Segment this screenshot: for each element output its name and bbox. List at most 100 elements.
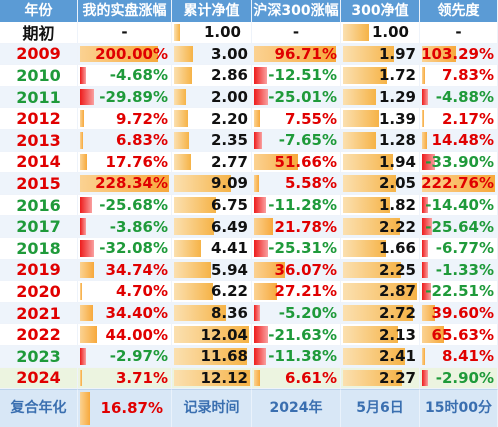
hsnav-value: 2.27 <box>378 368 416 387</box>
lead-value: 8.41% <box>441 347 494 366</box>
cell-year: 2019 <box>0 259 78 282</box>
nav-bar <box>174 175 231 192</box>
nav-bar <box>174 218 215 235</box>
hsnav-value: 1.28 <box>378 131 416 150</box>
my-value: 3.71% <box>115 368 168 387</box>
nav-value: 2.20 <box>210 109 248 128</box>
cell-my: -25.68% <box>78 194 172 217</box>
lead-value: 222.76% <box>421 174 494 193</box>
nav-bar <box>174 45 193 63</box>
nav-value: 12.12 <box>200 368 248 387</box>
lead-value: -4.88% <box>435 88 494 107</box>
nav-bar <box>174 348 247 365</box>
hs-bar-negative <box>254 348 266 365</box>
my-bar-negative <box>80 348 86 365</box>
cell-hsnav: 2.13 <box>341 324 420 346</box>
lead-bar-negative <box>422 261 428 279</box>
lead-bar-positive <box>422 132 427 149</box>
hsnav-value: 1.82 <box>378 196 416 215</box>
lead-bar-positive <box>422 110 424 127</box>
cell-hs: 7.55% <box>252 108 341 130</box>
cell-nav: 6.49 <box>172 216 252 238</box>
hs-value: 96.71% <box>274 44 337 63</box>
cell-year: 2009 <box>0 43 78 66</box>
hsnav-value: 1.39 <box>378 109 416 128</box>
my-bar-positive <box>80 45 159 63</box>
hsnav-value: 2.25 <box>378 260 416 279</box>
my-bar-negative <box>80 218 86 235</box>
cell-year: 2010 <box>0 65 78 87</box>
my-bar-positive <box>80 175 170 192</box>
cell-hsnav: 2.22 <box>341 216 420 238</box>
hs-value: -12.51% <box>268 66 337 85</box>
my-return-header: 我的实盘涨幅 <box>78 0 172 22</box>
lead-bar-negative <box>422 369 428 387</box>
hs-value: -7.65% <box>278 131 337 150</box>
my-nav-header: 累计净值 <box>172 0 252 22</box>
cell-nav: 5.94 <box>172 259 252 282</box>
cell-year: 期初 <box>0 22 78 44</box>
my-bar-positive <box>80 304 94 322</box>
nav-value: 2.00 <box>210 88 248 107</box>
my-value: 34.40% <box>105 304 168 323</box>
cell-nav: 9.09 <box>172 173 252 195</box>
lead-value: -33.90% <box>425 152 494 171</box>
cell-lead: 103.29% <box>420 43 498 66</box>
hs-value: 51.66% <box>274 152 337 171</box>
year-label: 2018 <box>16 238 61 258</box>
hsnav-value: 2.05 <box>378 174 416 193</box>
my-bar-positive <box>80 132 83 149</box>
cagr-bar <box>80 392 91 425</box>
cell-year: 2015 <box>0 173 78 195</box>
hsnav-bar <box>343 67 388 84</box>
my-value: 34.74% <box>105 260 168 279</box>
cell-hsnav: 1.94 <box>341 151 420 174</box>
lead-bar-negative <box>422 240 428 257</box>
cell-my: -3.86% <box>78 216 172 238</box>
hs-bar-positive <box>254 283 278 300</box>
cell-hs: 6.61% <box>252 367 341 390</box>
hs-value: 5.58% <box>284 174 337 193</box>
nav-value: 5.94 <box>210 260 248 279</box>
cell-lead: 14.48% <box>420 130 498 152</box>
cell-year: 2022 <box>0 324 78 346</box>
cell-hsnav: 1.00 <box>341 22 420 44</box>
nav-bar <box>174 132 189 149</box>
hs-bar-positive <box>254 45 337 63</box>
nav-value: 12.04 <box>200 325 248 344</box>
record-time: 15时00分 <box>420 389 498 427</box>
cell-year: 2020 <box>0 281 78 303</box>
my-bar-positive <box>80 283 82 300</box>
cell-hs: 96.71% <box>252 43 341 66</box>
lead-bar-positive <box>422 304 436 322</box>
year-label: 2010 <box>16 65 61 85</box>
year-header: 年份 <box>0 0 78 22</box>
hsnav-bar <box>343 132 377 149</box>
year-label: 2016 <box>16 195 61 215</box>
hs-value: - <box>292 23 300 42</box>
lead-value: -14.40% <box>425 196 494 215</box>
nav-bar <box>174 67 192 84</box>
cell-hs: -25.31% <box>252 238 341 260</box>
cell-lead: -33.90% <box>420 151 498 174</box>
nav-value: 11.68 <box>200 347 248 366</box>
nav-value: 8.36 <box>210 304 248 323</box>
hs-value: -25.01% <box>268 88 337 107</box>
cagr-label: 复合年化 <box>0 389 78 427</box>
lead-value: -2.90% <box>435 368 494 387</box>
hsnav-bar <box>343 196 391 214</box>
cell-lead: 39.60% <box>420 302 498 325</box>
cell-nav: 12.04 <box>172 324 252 346</box>
cell-nav: 2.77 <box>172 151 252 174</box>
year-label: 2009 <box>16 44 61 64</box>
record-time-label: 记录时间 <box>172 389 252 427</box>
hs-bar-positive <box>254 153 298 171</box>
hs-bar-positive <box>254 218 273 235</box>
my-value: -2.97% <box>109 347 168 366</box>
cell-lead: 2.17% <box>420 108 498 130</box>
cell-hsnav: 1.97 <box>341 43 420 66</box>
cell-hs: 36.07% <box>252 259 341 282</box>
nav-value: 9.09 <box>210 174 248 193</box>
cell-year: 2017 <box>0 216 78 238</box>
nav-bar <box>174 261 211 279</box>
